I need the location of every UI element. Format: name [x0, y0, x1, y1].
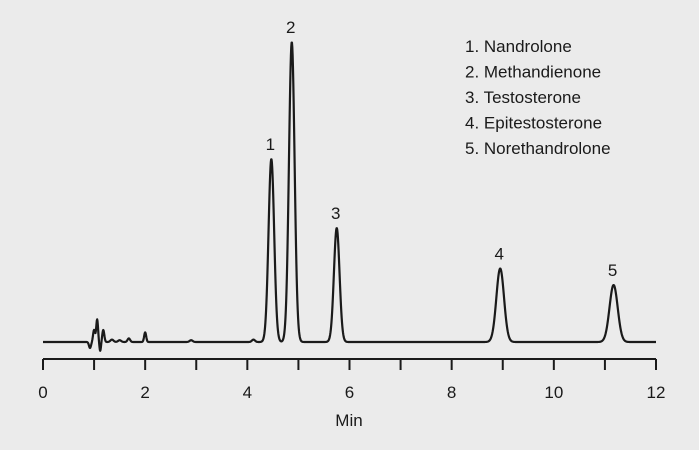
- peak-label-4: 4: [494, 245, 503, 264]
- peak-labels: 1 2 3 4 5: [266, 18, 618, 280]
- peak-label-5: 5: [608, 261, 617, 280]
- legend: 1. Nandrolone 2. Methandienone 3. Testoste…: [465, 37, 611, 158]
- peak-label-2: 2: [286, 18, 295, 37]
- x-axis: 0 2 4 6 8 10 12: [38, 358, 666, 402]
- legend-entry: 4. Epitestosterone: [465, 114, 602, 133]
- legend-entry: 1. Nandrolone: [465, 37, 572, 56]
- peak-label-1: 1: [266, 135, 275, 154]
- legend-entry: 3. Testosterone: [465, 88, 581, 107]
- x-tick-label: 0: [38, 383, 47, 402]
- x-axis-title: Min: [335, 411, 362, 430]
- x-tick-label: 6: [345, 383, 354, 402]
- legend-entry: 5. Norethandrolone: [465, 139, 611, 158]
- x-tick-label: 4: [243, 383, 252, 402]
- x-tick-label: 2: [140, 383, 149, 402]
- plot-area: [42, 41, 657, 352]
- x-tick-label: 12: [647, 383, 666, 402]
- x-tick-label: 8: [447, 383, 456, 402]
- peak-label-3: 3: [331, 204, 340, 223]
- chromatogram-trace: [42, 41, 657, 352]
- x-tick-label: 10: [544, 383, 563, 402]
- legend-entry: 2. Methandienone: [465, 63, 601, 82]
